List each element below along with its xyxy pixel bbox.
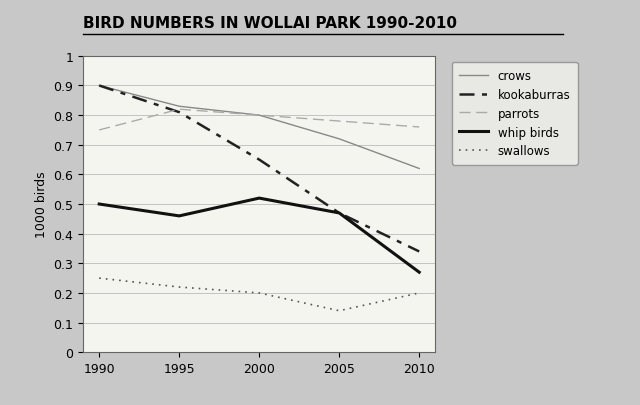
Legend: crows, kookaburras, parrots, whip birds, swallows: crows, kookaburras, parrots, whip birds,…	[452, 63, 577, 165]
Y-axis label: 1000 birds: 1000 birds	[35, 171, 48, 238]
Text: BIRD NUMBERS IN WOLLAI PARK 1990-2010: BIRD NUMBERS IN WOLLAI PARK 1990-2010	[83, 16, 457, 31]
